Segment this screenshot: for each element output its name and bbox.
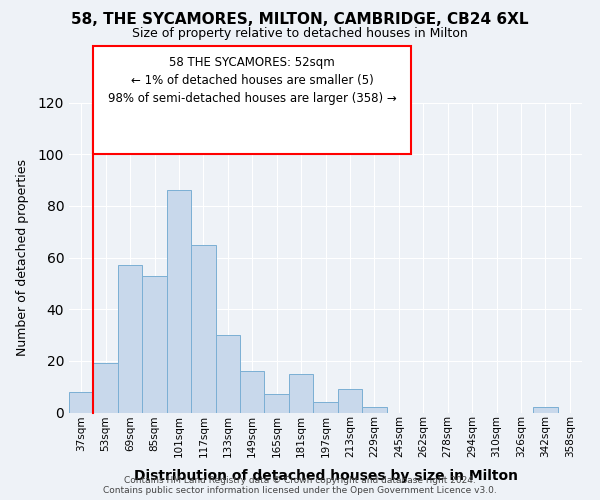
Text: Contains public sector information licensed under the Open Government Licence v3: Contains public sector information licen… xyxy=(103,486,497,495)
Bar xyxy=(533,408,557,412)
Bar xyxy=(265,394,289,412)
Text: 58, THE SYCAMORES, MILTON, CAMBRIDGE, CB24 6XL: 58, THE SYCAMORES, MILTON, CAMBRIDGE, CB… xyxy=(71,12,529,28)
Bar xyxy=(142,276,167,412)
Bar xyxy=(69,392,94,412)
Bar xyxy=(289,374,313,412)
Text: Contains HM Land Registry data © Crown copyright and database right 2024.: Contains HM Land Registry data © Crown c… xyxy=(124,476,476,485)
Text: ← 1% of detached houses are smaller (5): ← 1% of detached houses are smaller (5) xyxy=(131,74,374,87)
Bar xyxy=(94,364,118,412)
Bar xyxy=(362,408,386,412)
X-axis label: Distribution of detached houses by size in Milton: Distribution of detached houses by size … xyxy=(133,468,517,482)
Bar xyxy=(167,190,191,412)
Bar xyxy=(215,335,240,412)
Text: 58 THE SYCAMORES: 52sqm: 58 THE SYCAMORES: 52sqm xyxy=(169,56,335,69)
Y-axis label: Number of detached properties: Number of detached properties xyxy=(16,159,29,356)
Bar xyxy=(313,402,338,412)
Bar xyxy=(240,371,265,412)
Bar xyxy=(94,46,411,154)
Bar xyxy=(191,244,215,412)
Bar xyxy=(118,265,142,412)
Text: Size of property relative to detached houses in Milton: Size of property relative to detached ho… xyxy=(132,28,468,40)
Text: 98% of semi-detached houses are larger (358) →: 98% of semi-detached houses are larger (… xyxy=(108,92,397,105)
Bar xyxy=(338,389,362,412)
